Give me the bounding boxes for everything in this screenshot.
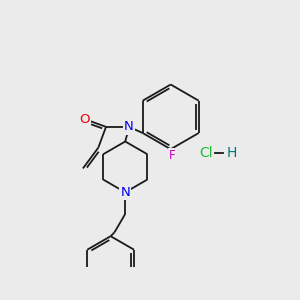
Text: F: F <box>169 149 175 162</box>
Text: N: N <box>120 186 130 199</box>
Text: H: H <box>226 146 237 160</box>
Text: O: O <box>79 113 90 126</box>
Text: N: N <box>124 120 134 134</box>
Text: Cl: Cl <box>199 146 213 160</box>
